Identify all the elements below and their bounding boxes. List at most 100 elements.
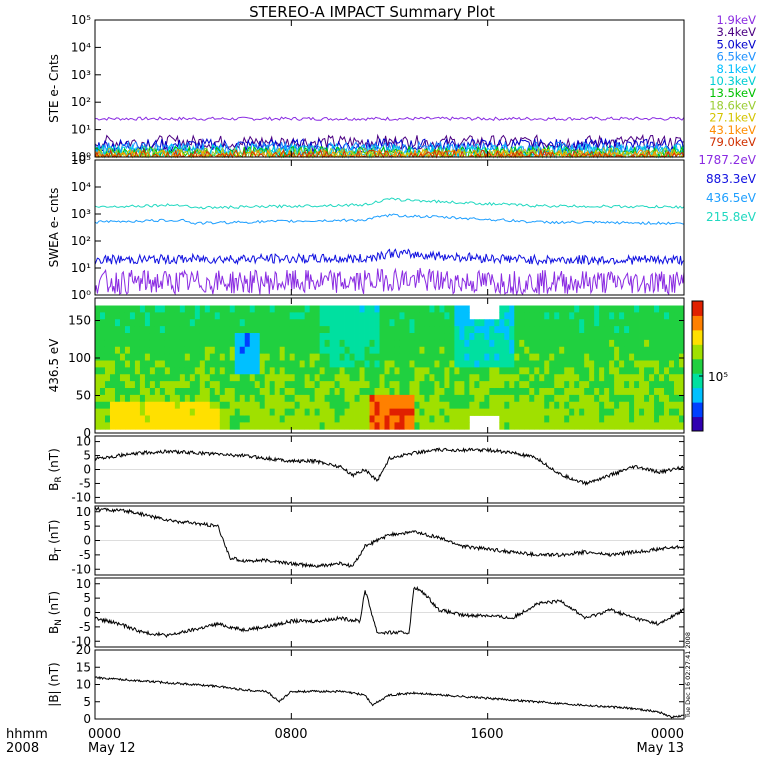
- heatmap-cell: [364, 353, 370, 361]
- heatmap-cell: [324, 312, 330, 320]
- heatmap-cell: [244, 319, 251, 327]
- heatmap-cell: [264, 422, 271, 430]
- heatmap-cell: [544, 305, 550, 313]
- heatmap-cell: [539, 319, 545, 327]
- heatmap-cell: [204, 408, 211, 416]
- heatmap-cell: [249, 353, 256, 361]
- heatmap-cell: [104, 305, 111, 313]
- heatmap-cell: [349, 394, 355, 403]
- heatmap-cell: [449, 339, 455, 348]
- heatmap-cell: [299, 408, 306, 416]
- heatmap-cell: [274, 353, 281, 361]
- heatmap-cell: [324, 346, 330, 355]
- heatmap-cell: [444, 353, 450, 361]
- heatmap-cell: [259, 360, 266, 368]
- heatmap-cell: [509, 339, 515, 348]
- heatmap-cell: [679, 394, 685, 403]
- heatmap-cell: [534, 408, 540, 416]
- heatmap-cell: [334, 422, 340, 430]
- heatmap-cell: [579, 353, 585, 361]
- heatmap-cell: [504, 333, 510, 341]
- heatmap-cell: [214, 353, 221, 361]
- heatmap-cell: [299, 367, 306, 375]
- heatmap-cell: [499, 422, 505, 430]
- heatmap-cell: [559, 312, 565, 320]
- heatmap-cell: [139, 339, 146, 348]
- heatmap-cell: [414, 374, 420, 382]
- heatmap-cell: [524, 326, 530, 334]
- heatmap-cell: [614, 312, 620, 320]
- heatmap-cell: [284, 388, 291, 396]
- heatmap-cell: [379, 374, 385, 382]
- heatmap-cell: [289, 326, 296, 334]
- heatmap-cell: [399, 415, 405, 423]
- heatmap-cell: [219, 339, 226, 348]
- heatmap-cell: [319, 319, 326, 327]
- heatmap-cell: [379, 401, 385, 410]
- heatmap-cell: [209, 374, 216, 382]
- ste-legend-1: 3.4keV: [717, 25, 757, 39]
- heatmap-cell: [199, 401, 206, 410]
- heatmap-cell: [589, 360, 595, 368]
- heatmap-cell: [254, 408, 261, 416]
- heatmap-cell: [554, 388, 560, 396]
- heatmap-cell: [309, 367, 316, 375]
- heatmap-cell: [404, 415, 410, 423]
- heatmap-cell: [214, 360, 221, 368]
- heatmap-cell: [664, 388, 670, 396]
- heatmap-cell: [289, 422, 296, 430]
- heatmap-cell: [304, 353, 311, 361]
- heatmap-cell: [474, 319, 480, 327]
- heatmap-cell: [219, 319, 226, 327]
- heatmap-cell: [539, 415, 545, 423]
- br-ytick-label-3: 5: [83, 449, 91, 463]
- heatmap-cell: [619, 381, 625, 389]
- heatmap-cell: [579, 333, 585, 341]
- bt-ytick-label-1: -5: [79, 548, 91, 562]
- heatmap-cell: [599, 374, 605, 382]
- heatmap-cell: [224, 381, 231, 389]
- heatmap-cell: [294, 346, 301, 355]
- heatmap-cell: [229, 312, 236, 320]
- heatmap-cell: [524, 394, 530, 403]
- ste-ytick-label-1: 10¹: [71, 123, 91, 137]
- heatmap-cell: [224, 346, 231, 355]
- heatmap-cell: [484, 401, 490, 410]
- heatmap-cell: [539, 367, 545, 375]
- heatmap-cell: [259, 353, 266, 361]
- heatmap-cell: [619, 422, 625, 430]
- heatmap-cell: [429, 339, 435, 348]
- heatmap-cell: [309, 346, 316, 355]
- heatmap-cell: [214, 367, 221, 375]
- heatmap-cell: [249, 346, 256, 355]
- heatmap-cell: [554, 381, 560, 389]
- heatmap-cell: [389, 415, 395, 423]
- heatmap-cell: [334, 312, 340, 320]
- heatmap-cell: [99, 360, 106, 368]
- heatmap-cell: [104, 367, 111, 375]
- heatmap-cell: [134, 333, 141, 341]
- heatmap-cell: [474, 408, 480, 416]
- heatmap-cell: [204, 305, 211, 313]
- heatmap-cell: [139, 305, 146, 313]
- heatmap-cell: [264, 401, 271, 410]
- heatmap-cell: [229, 415, 236, 423]
- heatmap-cell: [544, 319, 550, 327]
- heatmap-cell: [634, 408, 640, 416]
- heatmap-cell: [329, 346, 335, 355]
- heatmap-cell: [674, 374, 680, 382]
- heatmap-cell: [429, 353, 435, 361]
- heatmap-cell: [484, 360, 490, 368]
- heatmap-cell: [394, 388, 400, 396]
- heatmap-cell: [99, 346, 106, 355]
- heatmap-cell: [624, 415, 630, 423]
- heatmap-cell: [189, 326, 196, 334]
- heatmap-cell: [629, 312, 635, 320]
- heatmap-cell: [614, 346, 620, 355]
- heatmap-cell: [219, 401, 226, 410]
- heatmap-cell: [484, 367, 490, 375]
- heatmap-cell: [449, 415, 455, 423]
- heatmap-cell: [139, 326, 146, 334]
- heatmap-cell: [164, 408, 171, 416]
- heatmap-cell: [434, 339, 440, 348]
